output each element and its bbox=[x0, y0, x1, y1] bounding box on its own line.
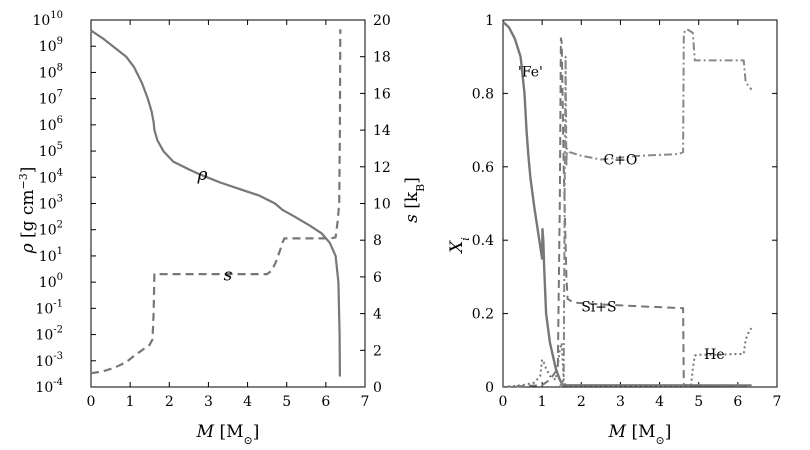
left-y-tick-exponent: 1 bbox=[57, 246, 63, 257]
left-y-tick-exponent: 3 bbox=[57, 194, 63, 205]
right-panel-y-tick-label: 0.2 bbox=[472, 307, 494, 323]
left-x-tick-label: 7 bbox=[361, 394, 370, 410]
left-x-tick-label: 3 bbox=[204, 394, 213, 410]
left-y-tick-exponent: -3 bbox=[53, 351, 63, 362]
left-y-tick-exponent: 7 bbox=[57, 89, 63, 100]
left-y-tick-label: 107 bbox=[39, 89, 63, 108]
right-x-tick-label: 0 bbox=[499, 394, 508, 410]
right-annotation: 'Fe' bbox=[518, 64, 543, 80]
left-series-group bbox=[90, 29, 342, 377]
left-annotation: ρ bbox=[197, 165, 208, 185]
left-y-tick-label: 106 bbox=[39, 115, 63, 134]
series-line-fe bbox=[502, 20, 752, 387]
right-series-group bbox=[502, 20, 753, 388]
left-x-tick-label: 6 bbox=[321, 394, 330, 410]
right-plot-frame bbox=[502, 19, 778, 388]
right-y-tick-label: 0 bbox=[373, 380, 382, 396]
left-y-tick-exponent: 5 bbox=[57, 141, 63, 152]
left-annotation: s bbox=[224, 266, 233, 286]
right-x-tick-label: 2 bbox=[577, 394, 586, 410]
right-panel-y-tick-label: 0.4 bbox=[472, 233, 494, 249]
right-x-tick-label: 6 bbox=[733, 394, 742, 410]
left-y-tick-label: 108 bbox=[39, 62, 63, 81]
right-y-tick-label: 14 bbox=[373, 123, 391, 139]
left-x-ticks: 0 1 2 3 4 5 6 7 bbox=[87, 20, 370, 410]
right-x-tick-label: 5 bbox=[694, 394, 703, 410]
left-y-tick-label: 102 bbox=[39, 220, 63, 239]
left-x-tick-label: 5 bbox=[282, 394, 291, 410]
right-x-tick-label: 1 bbox=[538, 394, 547, 410]
left-x-tick-label: 2 bbox=[165, 394, 174, 410]
right-y-tick-label: 20 bbox=[373, 13, 391, 29]
left-y-tick-label: 10-2 bbox=[35, 325, 63, 344]
left-y-tick-label: 10-1 bbox=[35, 298, 63, 317]
left-right-y-axis-label: s [kB] bbox=[402, 177, 427, 223]
left-y-tick-label: 10-4 bbox=[35, 377, 63, 396]
right-y-axis-label: Xi bbox=[447, 237, 472, 255]
left-y-tick-exponent: -2 bbox=[53, 325, 63, 336]
left-y-tick-label: 109 bbox=[39, 36, 63, 55]
left-x-tick-label: 0 bbox=[87, 394, 96, 410]
series-line-c-o bbox=[558, 28, 753, 388]
right-x-tick-label: 3 bbox=[616, 394, 625, 410]
right-annotation: C+O bbox=[603, 152, 637, 168]
left-y-tick-exponent: 2 bbox=[57, 220, 63, 231]
right-y-ticks: 0 0.2 0.4 0.6 0.8 1 bbox=[472, 13, 777, 396]
left-y-tick-label: 10-3 bbox=[35, 351, 63, 370]
left-y-ticks: 10-410-310-210-1100101102103104105106107… bbox=[32, 10, 96, 396]
left-y-tick-exponent: 9 bbox=[57, 36, 63, 47]
right-x-tick-label: 7 bbox=[773, 394, 782, 410]
series-line-entropy bbox=[90, 29, 342, 375]
right-x-tick-label: 4 bbox=[655, 394, 664, 410]
right-y-tick-label: 18 bbox=[373, 50, 391, 66]
left-y-tick-exponent: -4 bbox=[53, 377, 63, 388]
left-y-tick-exponent: 10 bbox=[50, 10, 63, 21]
left-y-tick-label: 104 bbox=[39, 167, 63, 186]
left-annotations: ρs bbox=[197, 165, 233, 286]
left-x-tick-label: 1 bbox=[126, 394, 135, 410]
left-y-tick-exponent: 6 bbox=[57, 115, 63, 126]
right-panel-y-tick-label: 0 bbox=[485, 380, 494, 396]
right-x-ticks: 0 1 2 3 4 5 6 7 bbox=[499, 20, 782, 410]
right-panel-y-tick-label: 0.6 bbox=[472, 160, 494, 176]
right-x-axis-label: M [M⊙] bbox=[608, 422, 672, 447]
left-y-tick-exponent: 8 bbox=[57, 62, 63, 73]
right-y-tick-label: 12 bbox=[373, 160, 391, 176]
right-y-tick-label: 10 bbox=[373, 197, 391, 213]
left-y-tick-label: 103 bbox=[39, 194, 63, 213]
left-x-tick-label: 4 bbox=[243, 394, 252, 410]
left-y-tick-exponent: 4 bbox=[57, 167, 63, 178]
right-y-tick-label: 2 bbox=[373, 343, 382, 359]
left-y-tick-label: 105 bbox=[39, 141, 63, 160]
right-annotation: Si+S bbox=[581, 299, 616, 315]
left-y-tick-label: 1010 bbox=[32, 10, 63, 29]
left-y-axis-label: ρ [g cm−3] bbox=[17, 167, 39, 255]
right-panel-mass-fractions: 0 1 2 3 4 5 6 7 0 0.2 0.4 0.6 0.8 1 'Fe' C+O Si+S He M … bbox=[447, 13, 781, 447]
left-y-tick-exponent: 0 bbox=[57, 272, 63, 283]
left-x-axis-label: M [M⊙] bbox=[196, 422, 260, 447]
right-panel-y-tick-label: 0.8 bbox=[472, 86, 494, 102]
left-y-tick-exponent: -1 bbox=[53, 298, 63, 309]
right-y-tick-label: 8 bbox=[373, 233, 382, 249]
left-plot-frame bbox=[90, 19, 366, 388]
left-y-tick-label: 100 bbox=[39, 272, 63, 291]
right-annotations: 'Fe' C+O Si+S He bbox=[518, 64, 725, 363]
right-annotation: He bbox=[704, 347, 725, 363]
left-right-y-ticks: 0 2 4 6 8 10 12 14 16 18 20 bbox=[360, 13, 391, 396]
right-panel-y-tick-label: 1 bbox=[485, 13, 494, 29]
right-y-tick-label: 6 bbox=[373, 270, 382, 286]
left-y-tick-label: 101 bbox=[39, 246, 63, 265]
series-line-si-s bbox=[502, 37, 752, 388]
right-y-tick-label: 16 bbox=[373, 86, 391, 102]
series-line-density bbox=[90, 29, 341, 377]
right-y-tick-label: 4 bbox=[373, 307, 382, 323]
